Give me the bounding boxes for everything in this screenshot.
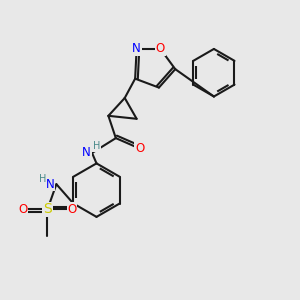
Text: O: O (156, 42, 165, 56)
Text: O: O (135, 142, 144, 155)
Text: N: N (82, 146, 91, 160)
Text: H: H (93, 141, 100, 152)
Text: S: S (43, 202, 52, 216)
Text: O: O (68, 203, 77, 216)
Text: N: N (46, 178, 54, 191)
Text: N: N (132, 42, 141, 56)
Text: O: O (18, 203, 27, 216)
Text: H: H (39, 174, 47, 184)
